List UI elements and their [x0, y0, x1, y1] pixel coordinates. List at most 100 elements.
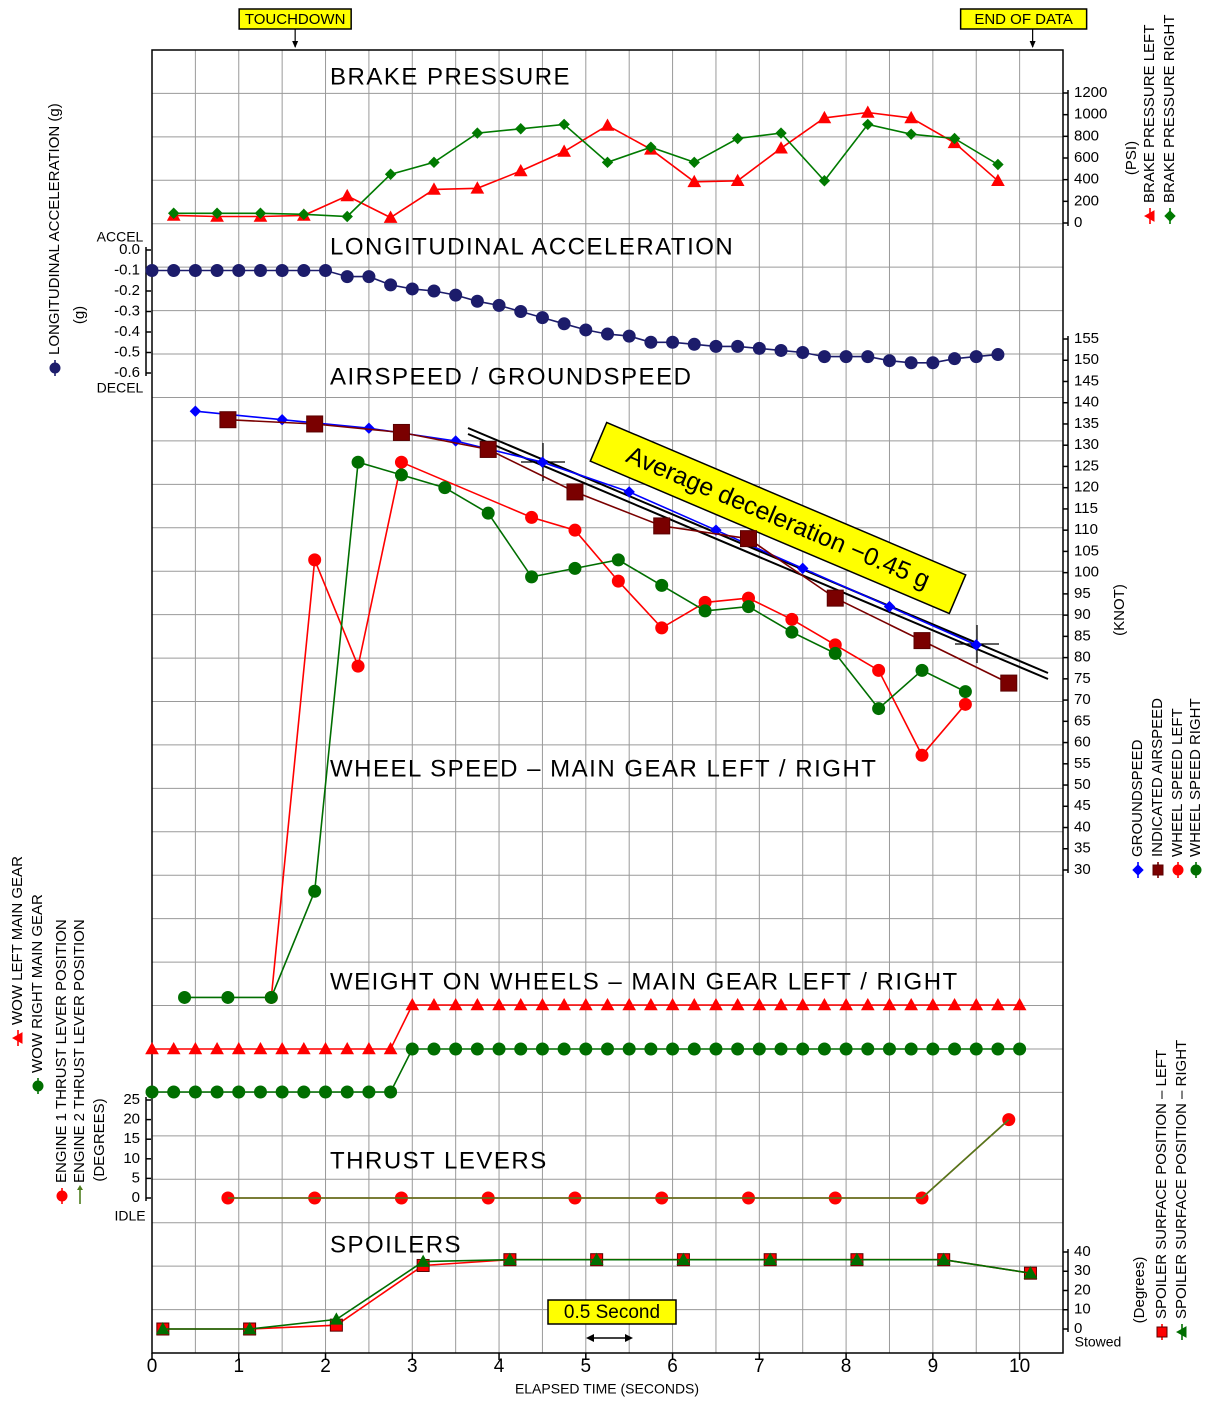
marker	[394, 468, 408, 482]
marker	[340, 1041, 355, 1055]
series-line	[227, 1119, 1010, 1199]
legend-label: LONGITUDINAL ACCELERATION (g)	[46, 103, 63, 355]
axis-label: (Degrees)	[1131, 1257, 1148, 1324]
marker	[644, 997, 658, 1011]
marker	[687, 337, 701, 351]
scale-arrowhead	[586, 1334, 594, 1342]
marker	[297, 1085, 311, 1099]
marker	[166, 1041, 181, 1055]
axis-label: (KNOT)	[1111, 584, 1128, 636]
x-tick-label: 9	[928, 1356, 939, 1377]
x-tick-label: 4	[494, 1356, 505, 1377]
legend-label: ENGINE 1 THRUST LEVER POSITION	[53, 919, 70, 1183]
x-tick-label: 5	[581, 1356, 592, 1377]
marker	[665, 997, 680, 1011]
marker	[535, 997, 550, 1011]
series-line	[227, 418, 1010, 684]
marker	[167, 264, 181, 277]
marker	[1164, 210, 1176, 222]
marker	[936, 1252, 951, 1265]
marker	[687, 174, 702, 188]
marker	[384, 168, 397, 180]
marker	[752, 341, 766, 355]
marker	[645, 141, 657, 153]
marker	[915, 748, 929, 762]
marker	[913, 632, 931, 650]
y-tick-label: 80	[1074, 649, 1091, 666]
marker	[785, 612, 799, 626]
marker	[969, 1042, 983, 1056]
marker	[503, 1252, 517, 1265]
series-line	[173, 123, 999, 218]
y-tick-label: 105	[1074, 542, 1099, 559]
marker	[525, 570, 539, 584]
panel-title: WEIGHT ON WHEELS – MAIN GEAR LEFT / RIGH…	[330, 968, 959, 995]
marker	[752, 1042, 766, 1056]
series-line	[195, 410, 977, 646]
axis-label: (g)	[71, 306, 88, 324]
marker	[449, 1042, 463, 1056]
y-tick-label: 45	[1074, 797, 1091, 814]
marker	[253, 1041, 268, 1055]
marker	[513, 997, 528, 1011]
marker	[992, 158, 1004, 171]
panel-title: SPOILERS	[330, 1231, 462, 1258]
marker	[492, 1042, 506, 1056]
legend-arrow	[77, 1185, 83, 1190]
marker	[860, 997, 875, 1011]
marker	[653, 517, 671, 535]
y-tick-label: 140	[1074, 394, 1099, 411]
annotation-text: END OF DATA	[974, 11, 1073, 28]
y-tick-label: 90	[1074, 606, 1091, 623]
marker	[231, 1041, 246, 1055]
x-tick-label: 6	[667, 1356, 678, 1377]
marker	[340, 270, 354, 284]
marker	[710, 524, 722, 536]
marker	[362, 270, 376, 284]
marker	[774, 1042, 788, 1056]
y-tick-label: 155	[1074, 330, 1099, 347]
marker	[427, 1042, 441, 1056]
scale-arrowhead	[625, 1334, 633, 1342]
y-tick-label: 75	[1074, 670, 1091, 687]
marker	[479, 440, 497, 458]
marker	[775, 127, 787, 139]
marker	[948, 132, 961, 145]
marker	[709, 339, 723, 353]
marker	[535, 1042, 549, 1056]
marker	[818, 175, 831, 187]
marker	[558, 118, 570, 131]
legend-item: ENGINE 1 THRUST LEVER POSITION	[53, 919, 70, 1204]
marker	[795, 997, 810, 1011]
y-tick-label: 400	[1074, 171, 1099, 188]
marker	[363, 422, 375, 434]
y-tick-label: 50	[1074, 776, 1091, 793]
marker	[167, 1085, 181, 1099]
marker	[145, 1041, 159, 1055]
marker	[904, 1042, 918, 1056]
marker	[861, 1042, 875, 1056]
y-tick-label: 25	[123, 1091, 140, 1108]
marker	[731, 339, 745, 353]
annotation-arrowhead	[1029, 41, 1036, 48]
marker	[655, 621, 669, 635]
marker	[470, 294, 484, 308]
marker	[796, 1042, 810, 1056]
marker	[623, 486, 635, 498]
marker	[210, 264, 224, 277]
marker	[298, 208, 310, 221]
marker	[470, 1042, 484, 1056]
marker	[351, 455, 365, 469]
marker	[232, 264, 246, 277]
legend-label: INDICATED AIRSPEED	[1149, 698, 1166, 857]
annotation-box	[959, 8, 1088, 30]
annotation-arrowhead	[292, 41, 299, 48]
axis-end-label: Stowed	[1075, 1334, 1122, 1350]
marker	[416, 1254, 430, 1267]
marker	[797, 562, 809, 575]
y-tick-label: 1000	[1074, 106, 1107, 123]
axis-label: (DEGREES)	[91, 1098, 108, 1181]
marker	[1156, 1326, 1168, 1338]
marker	[178, 990, 192, 1004]
